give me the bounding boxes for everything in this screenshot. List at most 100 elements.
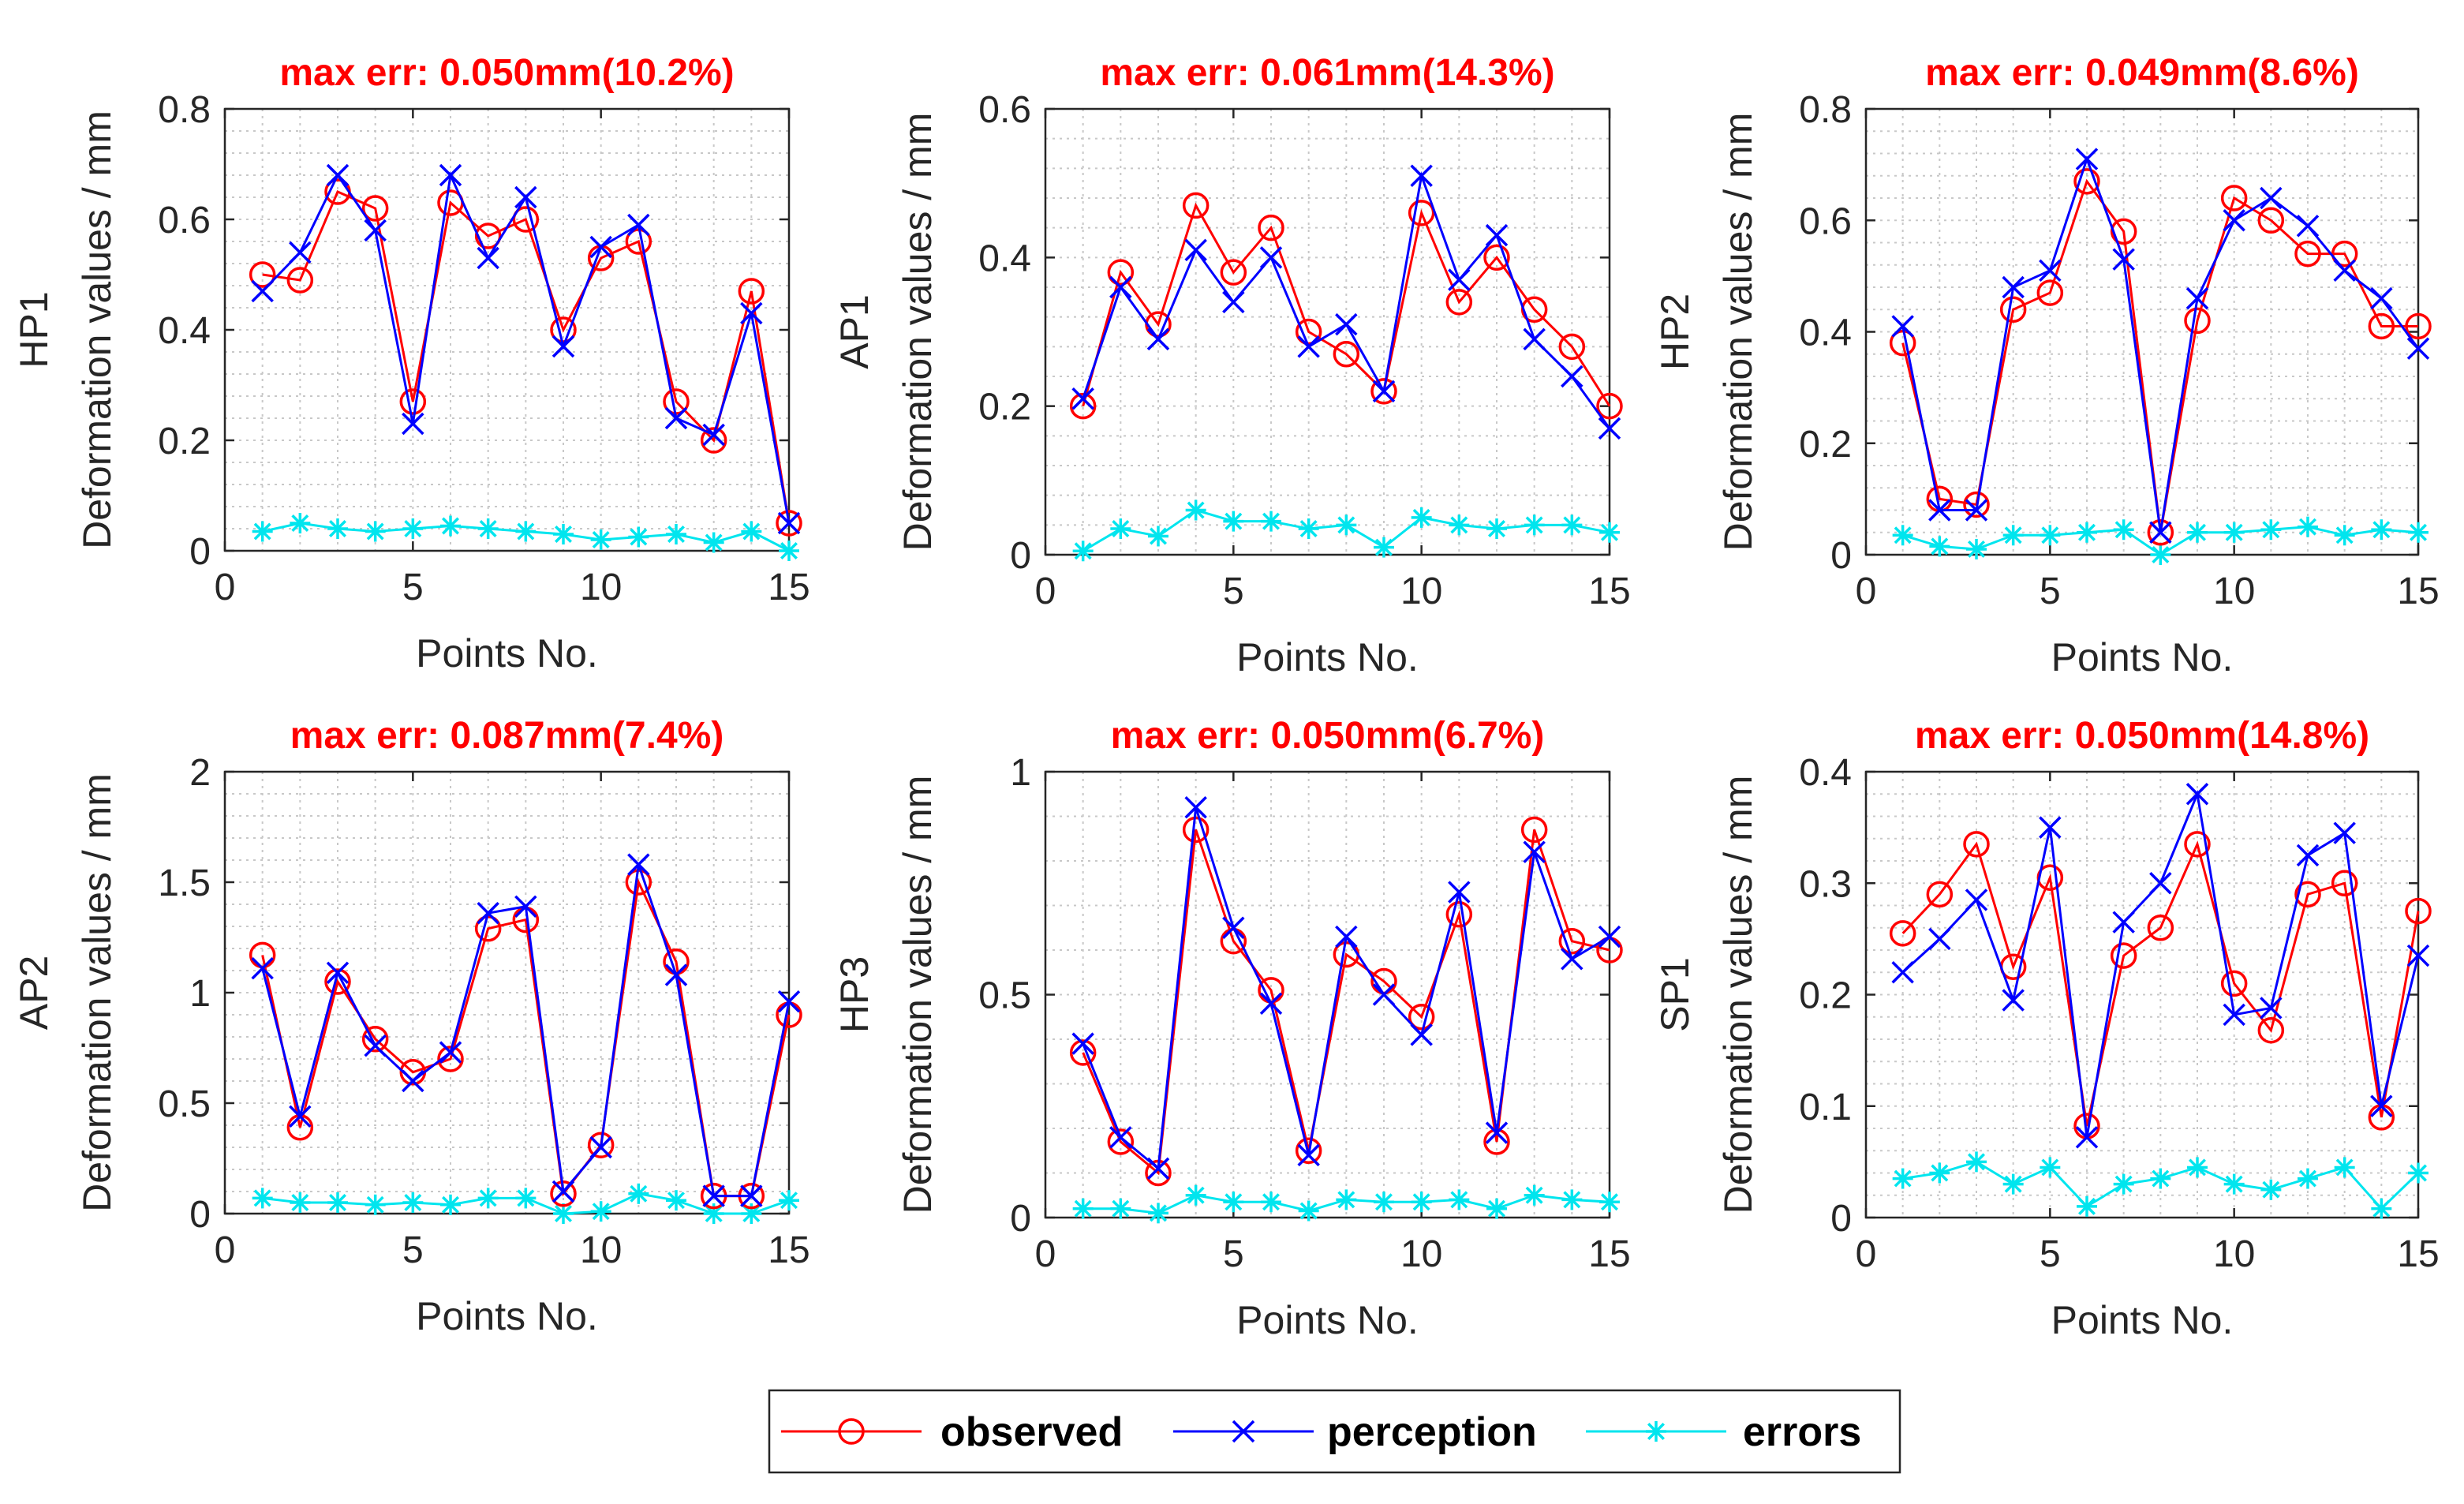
y-tick-label: 0.5 [978, 975, 1031, 1017]
legend-marker-perception [1232, 1420, 1255, 1443]
legend-entry-observed: observed [781, 1409, 1123, 1455]
data-point-observed [2331, 240, 2358, 268]
data-point-perception [664, 406, 688, 430]
data-point-errors [2077, 522, 2097, 543]
grid-lines [1045, 772, 1610, 1218]
data-point-errors [2260, 1179, 2282, 1200]
data-point-observed [2073, 168, 2100, 195]
data-point-perception [627, 213, 650, 237]
series-line-observed [1082, 202, 1611, 407]
x-axis-label: Points No. [416, 631, 598, 675]
data-point-perception [2185, 783, 2209, 806]
data-point-perception [326, 961, 350, 985]
data-point-observed [2331, 870, 2358, 896]
series-perception [251, 163, 801, 535]
chart-panel-hp1: 0 5 10 15 0 0.2 0.4 0.6 0.8 max err: 0.050mm(10.2… [12, 52, 810, 675]
y-axis-series-label: HP1 [12, 291, 56, 368]
data-point-perception [2260, 186, 2283, 210]
data-point-observed [249, 261, 276, 288]
data-point-perception [2039, 816, 2062, 839]
data-point-observed [1926, 881, 1954, 908]
data-point-perception [251, 279, 274, 303]
y-axis-series-label: HP2 [1653, 294, 1697, 370]
data-point-errors [590, 529, 611, 550]
data-point-errors [252, 521, 273, 542]
data-point-errors [553, 524, 574, 544]
data-point-errors [1185, 499, 1206, 521]
data-point-errors [628, 1183, 649, 1204]
x-tick-label: 15 [1588, 571, 1630, 612]
data-point-perception [2075, 1126, 2099, 1149]
series-perception [1891, 783, 2430, 1149]
data-point-perception [1485, 223, 1509, 247]
x-tick-label: 10 [1400, 1233, 1442, 1275]
y-axis-series-label: AP1 [832, 294, 877, 369]
data-point-perception [1928, 927, 1951, 951]
data-point-errors [666, 1190, 686, 1211]
legend-label: observed [940, 1409, 1123, 1455]
data-point-observed [550, 1180, 577, 1207]
data-point-perception [2223, 209, 2245, 232]
data-point-perception [1335, 925, 1358, 948]
data-point-perception [2260, 997, 2283, 1020]
data-point-errors [1298, 1200, 1319, 1222]
y-tick-label: 0.3 [1799, 863, 1852, 905]
data-point-perception [1146, 327, 1170, 351]
data-point-perception [1297, 335, 1320, 358]
data-point-errors [1411, 507, 1432, 528]
y-tick-label: 0.2 [1799, 975, 1852, 1017]
x-tick-label: 0 [1856, 1233, 1877, 1275]
y-tick-label: 0.4 [158, 310, 211, 352]
data-point-observed [1408, 200, 1435, 226]
chart-panel-ap1: 0 5 10 15 0 0.2 0.4 0.6 max err: 0.061mm(14.3%) P… [832, 52, 1631, 679]
x-tick-label: 15 [2397, 571, 2439, 612]
data-point-observed [2220, 185, 2248, 211]
data-point-errors [290, 1192, 311, 1213]
data-point-observed [2368, 312, 2395, 340]
data-point-perception [2370, 1094, 2393, 1117]
data-point-perception [2333, 821, 2356, 844]
data-point-errors [1336, 514, 1357, 536]
legend-marker-observed [838, 1418, 865, 1445]
chart-panel-hp2: 0 5 10 15 0 0.2 0.4 0.6 0.8 max err: 0.049mm(8.6%… [1653, 52, 2440, 679]
data-point-errors [1449, 1189, 1470, 1210]
series-errors [252, 513, 799, 561]
x-tick-label: 15 [1588, 1233, 1630, 1275]
data-point-errors [1486, 1198, 1507, 1219]
data-point-observed [1370, 378, 1397, 405]
data-point-observed [1258, 214, 1284, 241]
data-point-perception [1222, 290, 1245, 314]
data-point-observed [2110, 218, 2137, 245]
grid-lines [1866, 772, 2418, 1218]
data-point-errors [1561, 1189, 1583, 1210]
x-tick-label: 15 [2397, 1233, 2439, 1275]
data-point-observed [2257, 1016, 2285, 1044]
data-point-observed [1445, 289, 1473, 316]
data-point-perception [364, 219, 387, 242]
x-tick-label: 5 [402, 567, 424, 608]
y-tick-label: 0.1 [1799, 1087, 1852, 1128]
series-errors [1072, 499, 1620, 562]
x-tick-label: 0 [215, 1229, 236, 1271]
y-tick-label: 0 [189, 1194, 211, 1236]
data-point-errors [2408, 522, 2428, 543]
data-point-errors [1449, 514, 1470, 536]
data-point-errors [477, 1188, 499, 1209]
data-point-perception [1071, 387, 1094, 410]
data-point-errors [1223, 1192, 1244, 1213]
data-point-errors [440, 515, 461, 537]
data-point-perception [740, 301, 763, 325]
data-point-perception [1259, 246, 1283, 269]
y-axis-label: Deformation values / mm [75, 110, 119, 549]
data-point-observed [700, 427, 727, 454]
series-perception [1071, 795, 1621, 1180]
data-point-observed [1963, 831, 1990, 858]
data-point-perception [2002, 275, 2025, 299]
data-point-observed [1069, 392, 1097, 420]
data-point-errors [779, 541, 799, 561]
data-point-observed [324, 968, 351, 995]
data-point-perception [1410, 164, 1433, 187]
series-line-observed [262, 190, 791, 524]
data-point-observed [1520, 816, 1548, 844]
